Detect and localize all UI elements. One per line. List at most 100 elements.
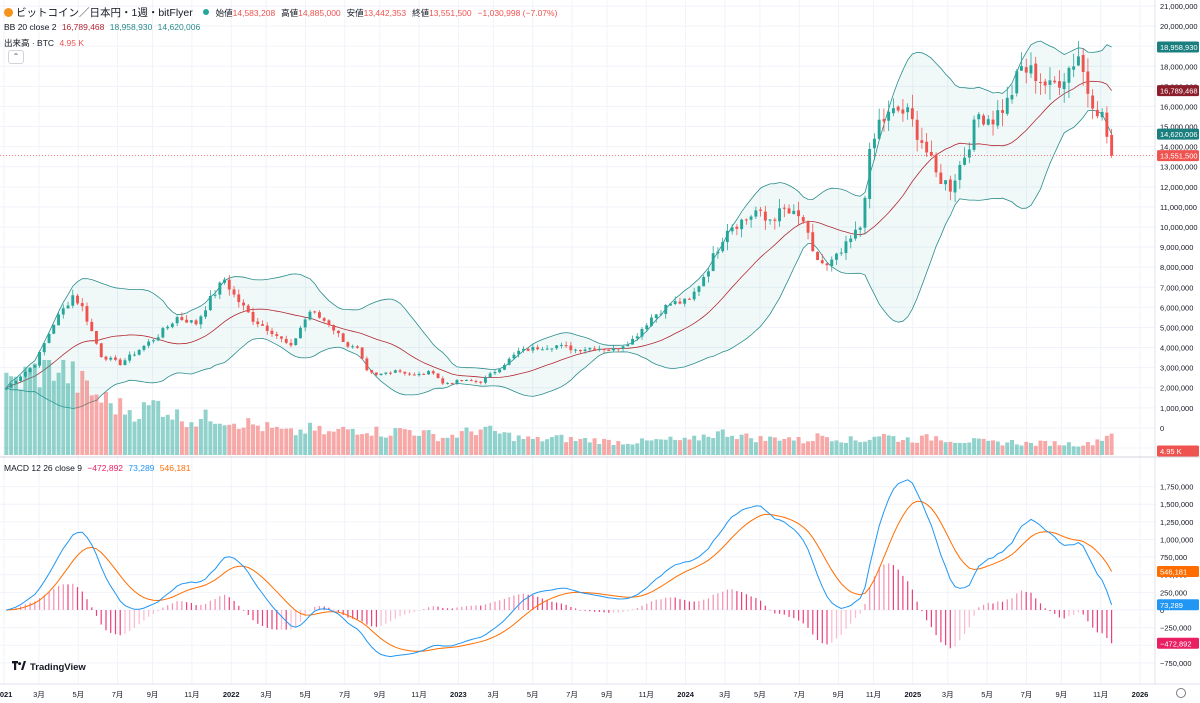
volume-bar bbox=[948, 441, 953, 455]
macd-histogram-bar bbox=[318, 606, 320, 610]
macd-axis-tick-label: 1,500,000 bbox=[1160, 500, 1193, 509]
macd-histogram-bar bbox=[902, 575, 904, 610]
macd-histogram-price-label-bg bbox=[1157, 637, 1199, 649]
settings-gear-icon[interactable] bbox=[1176, 688, 1186, 698]
macd-histogram-bar bbox=[171, 603, 173, 610]
time-axis-tick-label: 2021 bbox=[0, 690, 12, 699]
candle bbox=[261, 320, 264, 327]
volume-bar bbox=[18, 389, 23, 455]
volume-bar bbox=[962, 443, 967, 455]
tradingview-logo-text: TradingView bbox=[30, 662, 86, 673]
macd-histogram-bar bbox=[873, 576, 875, 610]
candle bbox=[1020, 52, 1023, 71]
macd-histogram-bar bbox=[859, 610, 861, 614]
macd-histogram-bar bbox=[997, 601, 999, 610]
candle-body bbox=[147, 341, 151, 346]
candle bbox=[256, 317, 260, 328]
macd-histogram-bar bbox=[95, 610, 98, 616]
macd-histogram-bar bbox=[1058, 610, 1060, 618]
macd-histogram-bar bbox=[745, 594, 747, 610]
candle bbox=[90, 318, 94, 332]
candle bbox=[465, 379, 468, 382]
macd-histogram-bar bbox=[1054, 610, 1056, 614]
bollinger-bands bbox=[6, 40, 1112, 409]
volume-bar bbox=[905, 437, 910, 455]
macd-signal-value: 546,181 bbox=[159, 463, 191, 473]
candle bbox=[574, 348, 577, 354]
macd-histogram-bar bbox=[594, 610, 596, 612]
time-axis-tick-label: 7月 bbox=[1021, 690, 1033, 699]
candle-body bbox=[650, 317, 653, 326]
bb-lower-price-label-text: 14,620,006 bbox=[1160, 130, 1198, 139]
candle-body bbox=[28, 367, 32, 372]
candle-body bbox=[52, 324, 56, 334]
symbol-title[interactable]: ビットコイン／日本円・1週・bitFlyer bbox=[16, 7, 193, 19]
bb-basis-price-label-text: 16,789,468 bbox=[1160, 87, 1198, 96]
collapse-legend-button[interactable]: ⌃ bbox=[8, 50, 24, 64]
candle bbox=[925, 132, 929, 158]
volume-bar bbox=[706, 436, 711, 455]
volume-bar bbox=[654, 439, 659, 455]
macd-histogram-bar bbox=[930, 610, 932, 628]
candle-body bbox=[1048, 80, 1052, 85]
tradingview-logo[interactable]: TradingView bbox=[12, 661, 86, 673]
last-price-label-bg bbox=[1157, 150, 1199, 162]
volume-bar bbox=[953, 442, 958, 455]
macd-histogram-bar bbox=[779, 610, 781, 614]
macd-histogram-bar bbox=[541, 598, 543, 610]
candle-body bbox=[1095, 109, 1099, 117]
macd-histogram-bar bbox=[954, 610, 956, 647]
macd-histogram-bar bbox=[575, 608, 577, 610]
candle-body bbox=[341, 333, 345, 342]
candle-body bbox=[725, 230, 729, 243]
volume-bar bbox=[227, 424, 232, 455]
volume-bar bbox=[673, 439, 678, 455]
macd-histogram-bar bbox=[428, 607, 430, 610]
macd-histogram-bar bbox=[679, 599, 681, 610]
candle-body bbox=[1020, 66, 1023, 71]
macd-histogram-bar bbox=[698, 601, 700, 610]
volume-bar bbox=[350, 428, 355, 455]
macd-histogram-bar bbox=[124, 610, 126, 634]
candle bbox=[175, 315, 179, 327]
price-axis-tick-label: 15,000,000 bbox=[1160, 123, 1198, 132]
volume-bar bbox=[848, 436, 853, 455]
candle bbox=[469, 378, 473, 382]
candle-body bbox=[740, 219, 744, 230]
macd-histogram-bar bbox=[100, 610, 102, 625]
candle bbox=[280, 336, 283, 343]
volume-bar bbox=[364, 433, 369, 455]
candle-body bbox=[574, 349, 577, 351]
macd-histogram-bar bbox=[992, 603, 994, 610]
macd-histogram-bar bbox=[432, 606, 434, 610]
volume-bar bbox=[891, 436, 896, 455]
time-axis-tick-label: 5月 bbox=[754, 690, 766, 699]
price-axis-tick-label: 6,000,000 bbox=[1160, 303, 1193, 312]
macd-histogram-value: −472,892 bbox=[87, 463, 124, 473]
macd-histogram-bar bbox=[655, 599, 657, 610]
candle-body bbox=[389, 372, 392, 374]
macd-histogram-bar bbox=[1068, 610, 1070, 617]
candle bbox=[351, 344, 355, 349]
volume-bar bbox=[42, 360, 47, 455]
candle bbox=[688, 297, 691, 300]
candle bbox=[303, 317, 307, 332]
candle-body bbox=[427, 371, 430, 375]
macd-histogram-bar bbox=[48, 591, 50, 610]
candle bbox=[379, 373, 383, 376]
volume-bar bbox=[635, 443, 640, 455]
macd-histogram-bar bbox=[451, 608, 453, 610]
macd-legend[interactable]: MACD 12 26 close 9 −472,892 73,289 546,1… bbox=[4, 463, 194, 473]
bb-legend[interactable]: BB 20 close 2 16,789,468 18,958,930 14,6… bbox=[4, 22, 203, 32]
candle bbox=[892, 98, 895, 117]
volume-bar bbox=[753, 442, 758, 455]
candle bbox=[929, 140, 933, 157]
macd-histogram-bar bbox=[252, 610, 254, 621]
volume-legend[interactable]: 出来高 · BTC 4.95 K bbox=[4, 37, 87, 49]
volume-bar bbox=[1033, 445, 1038, 455]
volume-bar bbox=[232, 423, 237, 455]
macd-axis-tick-label: 1,250,000 bbox=[1160, 518, 1193, 527]
macd-histogram-bar bbox=[399, 610, 401, 617]
macd-histogram-bar bbox=[337, 610, 339, 612]
